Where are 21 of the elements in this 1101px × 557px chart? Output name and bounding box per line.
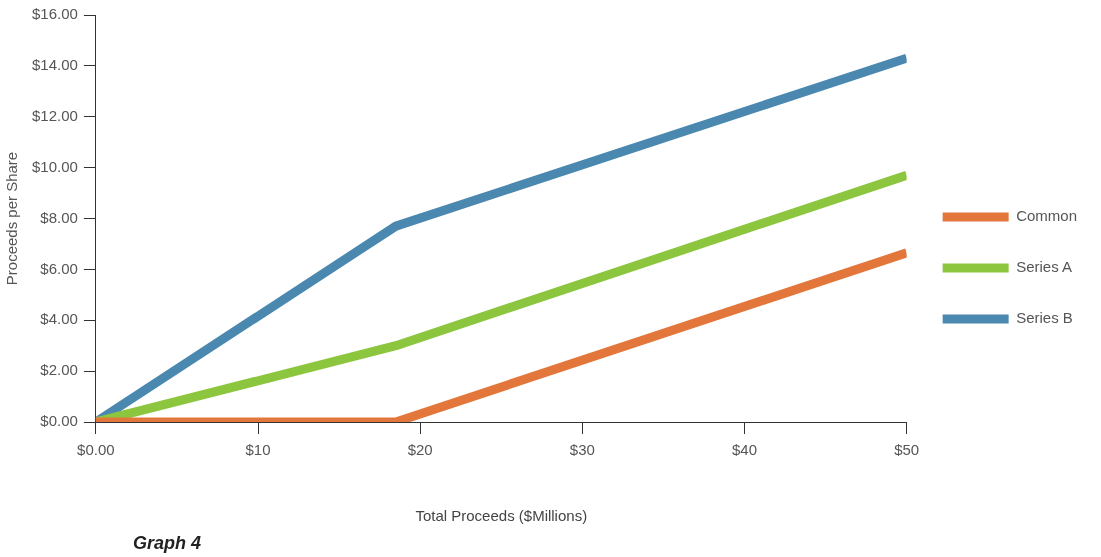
text: Graph 4: [133, 533, 202, 554]
x-tick-label: $40: [731, 441, 758, 459]
x-tick-label: $20: [407, 441, 433, 459]
x-tick-label: $10: [245, 441, 271, 459]
y-tick-label: $12.00: [31, 106, 78, 124]
legend-label: Common: [1016, 207, 1078, 225]
y-tick-label: $10.00: [31, 157, 78, 175]
x-tick-label: $0.00: [77, 441, 115, 459]
x-tick-label: $30: [569, 441, 595, 459]
x-axis-title: Total Proceeds ($Millions): [415, 507, 588, 525]
y-tick-label: $4.00: [40, 310, 78, 328]
y-axis-title: Proceeds per Share: [3, 151, 21, 286]
y-tick-label: $2.00: [40, 361, 78, 379]
y-tick-label: $6.00: [40, 259, 78, 277]
legend-label: Series B: [1016, 309, 1073, 327]
x-tick-label: $50: [894, 441, 920, 459]
legend-label: Series A: [1016, 258, 1073, 276]
y-tick-label: $14.00: [31, 56, 78, 74]
y-tick-label: $0.00: [40, 412, 78, 430]
y-tick-label: $8.00: [40, 208, 78, 226]
y-tick-label: $16.00: [31, 5, 78, 23]
